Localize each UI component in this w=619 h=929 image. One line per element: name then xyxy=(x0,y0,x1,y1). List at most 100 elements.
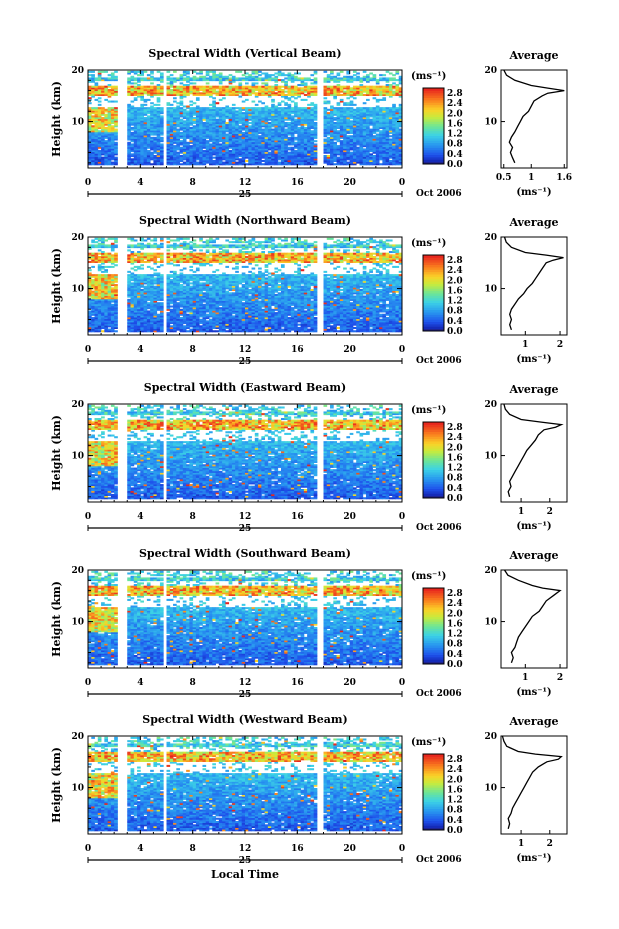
heatmap-cell xyxy=(130,133,135,136)
heatmap-cell xyxy=(91,135,95,138)
heatmap-cell xyxy=(192,93,197,96)
heatmap-cell xyxy=(88,260,92,263)
heatmap-cell xyxy=(97,115,102,118)
heatmap-cell xyxy=(202,128,207,131)
heatmap-cell xyxy=(156,126,161,129)
heatmap-cell xyxy=(222,125,226,128)
heatmap-cell xyxy=(202,155,207,158)
heatmap-cell xyxy=(388,138,393,141)
heatmap-cell xyxy=(280,130,285,133)
heatmap-cell xyxy=(153,120,158,123)
heatmap-cell xyxy=(222,130,226,133)
heatmap-cell xyxy=(290,100,295,103)
heatmap-cell xyxy=(150,140,154,143)
heatmap-cell xyxy=(231,125,236,128)
heatmap-cell xyxy=(205,112,210,115)
heatmap-cell xyxy=(212,145,216,148)
heatmap-cell xyxy=(287,148,292,151)
heatmap-cell xyxy=(127,130,131,133)
heatmap-cell xyxy=(137,146,141,149)
heatmap-cell xyxy=(97,158,102,161)
heatmap-cell xyxy=(238,125,243,128)
heatmap-cell xyxy=(209,115,213,118)
heatmap-cell xyxy=(179,79,184,82)
heatmap-cell xyxy=(137,133,141,136)
heatmap-cell xyxy=(91,161,95,164)
heatmap-cell xyxy=(375,105,380,108)
heatmap-cell xyxy=(192,131,197,134)
heatmap-cell xyxy=(114,161,118,164)
heatmap-cell xyxy=(307,77,311,80)
heatmap-cell xyxy=(261,112,266,115)
heatmap-cell xyxy=(218,75,223,78)
heatmap-cell xyxy=(143,163,148,166)
heatmap-cell xyxy=(114,120,118,123)
heatmap-cell xyxy=(195,112,200,115)
heatmap-cell xyxy=(146,115,151,118)
heatmap-cell xyxy=(277,110,282,113)
heatmap-cell xyxy=(143,70,148,73)
heatmap-cell xyxy=(287,118,292,121)
heatmap-cell xyxy=(186,148,190,151)
heatmap-cell xyxy=(209,95,213,98)
heatmap-cell xyxy=(225,88,230,92)
heatmap-cell xyxy=(143,87,148,90)
heatmap-cell xyxy=(231,92,236,95)
heatmap-cell xyxy=(267,90,272,93)
heatmap-cell xyxy=(251,146,256,149)
heatmap-cell xyxy=(287,92,292,95)
heatmap-cell xyxy=(179,102,184,105)
heatmap-cell xyxy=(91,156,95,159)
heatmap-cell xyxy=(280,121,285,125)
heatmap-cell xyxy=(173,163,177,166)
heatmap-cell xyxy=(274,112,279,115)
heatmap-cell xyxy=(192,135,197,138)
heatmap-cell xyxy=(264,118,269,121)
heatmap-cell xyxy=(264,135,269,138)
heatmap-cell xyxy=(209,75,213,78)
heatmap-cell xyxy=(104,92,109,95)
heatmap-cell xyxy=(127,274,131,277)
heatmap-cell xyxy=(153,155,158,158)
heatmap-cell xyxy=(88,143,92,146)
heatmap-cell xyxy=(143,131,148,134)
heatmap-cell xyxy=(205,93,210,96)
heatmap-cell xyxy=(326,155,331,158)
heatmap-cell xyxy=(245,128,249,131)
heatmap-cell xyxy=(225,153,230,156)
heatmap-cell xyxy=(140,136,144,139)
heatmap-cell xyxy=(159,88,164,92)
heatmap-cell xyxy=(277,143,282,146)
heatmap-cell xyxy=(290,123,295,126)
heatmap-cell xyxy=(173,100,177,103)
colorbar-tick-label: 0.4 xyxy=(447,150,463,160)
heatmap-cell xyxy=(173,136,177,139)
heatmap-cell xyxy=(146,136,151,139)
heatmap-cell xyxy=(173,131,177,134)
heatmap-cell xyxy=(251,128,256,131)
heatmap-cell xyxy=(264,141,269,144)
heatmap-cell xyxy=(107,113,112,116)
heatmap-cell xyxy=(192,130,197,133)
heatmap-cell xyxy=(91,151,95,154)
heatmap-cell xyxy=(156,140,161,143)
heatmap-cell xyxy=(287,155,292,158)
x-tick-label: 8 xyxy=(190,178,196,188)
heatmap-cell xyxy=(137,141,141,144)
heatmap-cell xyxy=(231,110,236,113)
heatmap-cell xyxy=(300,131,305,134)
heatmap-cell xyxy=(258,120,262,123)
heatmap-cell xyxy=(274,136,279,139)
heatmap-cell xyxy=(274,161,279,164)
heatmap-cell xyxy=(127,112,131,115)
heatmap-cell xyxy=(258,93,262,96)
heatmap-cell xyxy=(143,113,148,116)
heatmap-cell xyxy=(127,146,131,149)
heatmap-cell xyxy=(274,110,279,113)
heatmap-cell xyxy=(271,156,275,159)
heatmap-cell xyxy=(107,274,112,277)
heatmap-cell xyxy=(110,75,115,78)
heatmap-cell xyxy=(271,150,275,153)
heatmap-cell xyxy=(107,265,112,268)
heatmap-cell xyxy=(297,136,301,139)
